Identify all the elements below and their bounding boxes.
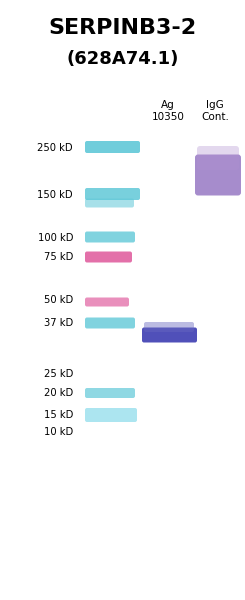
Text: 15 kD: 15 kD <box>44 410 73 420</box>
Text: SERPINB3-2: SERPINB3-2 <box>49 18 196 38</box>
Text: 20 kD: 20 kD <box>44 388 73 398</box>
FancyBboxPatch shape <box>85 388 135 398</box>
Text: Ag
10350: Ag 10350 <box>152 100 184 122</box>
FancyBboxPatch shape <box>85 251 132 263</box>
FancyBboxPatch shape <box>85 298 129 307</box>
Text: 25 kD: 25 kD <box>44 369 73 379</box>
FancyBboxPatch shape <box>85 188 140 200</box>
FancyBboxPatch shape <box>144 322 194 332</box>
Text: 50 kD: 50 kD <box>44 295 73 305</box>
Text: IgG
Cont.: IgG Cont. <box>201 100 229 122</box>
Text: 150 kD: 150 kD <box>37 190 73 200</box>
FancyBboxPatch shape <box>85 141 140 153</box>
FancyBboxPatch shape <box>197 146 239 170</box>
FancyBboxPatch shape <box>142 328 197 343</box>
FancyBboxPatch shape <box>85 199 134 208</box>
Text: 75 kD: 75 kD <box>44 252 73 262</box>
Text: 37 kD: 37 kD <box>44 318 73 328</box>
Text: 250 kD: 250 kD <box>37 143 73 153</box>
FancyBboxPatch shape <box>85 317 135 329</box>
FancyBboxPatch shape <box>85 232 135 242</box>
FancyBboxPatch shape <box>85 408 137 422</box>
Text: 100 kD: 100 kD <box>37 233 73 243</box>
Text: 10 kD: 10 kD <box>44 427 73 437</box>
Text: (628A74.1): (628A74.1) <box>66 50 179 68</box>
FancyBboxPatch shape <box>195 154 241 196</box>
